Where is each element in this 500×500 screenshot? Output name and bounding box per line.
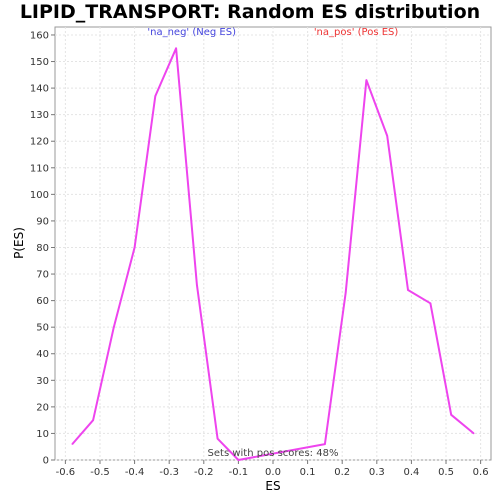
- y-tick-label: 120: [30, 137, 49, 148]
- data-point: [133, 246, 136, 249]
- y-axis-ticks: 0 10 20 30 40 50 60 70 80 90 100 110 120 130 140 150 160: [30, 30, 55, 467]
- x-tick-label: 0.0: [265, 467, 281, 478]
- annotations: 'na_neg' (Neg ES) 'na_pos' (Pos ES) Sets w…: [147, 27, 398, 459]
- y-tick-label: 40: [36, 349, 49, 360]
- x-tick-label: 0.3: [369, 467, 385, 478]
- x-tick-label: 0.6: [473, 467, 489, 478]
- data-point: [472, 432, 475, 435]
- data-point: [407, 289, 409, 291]
- x-tick-label: -0.5: [90, 467, 110, 478]
- y-axis-label: P(ES): [12, 227, 26, 259]
- data-point: [237, 459, 240, 461]
- data-point: [113, 326, 115, 328]
- annotation-label: 'na_neg' (Neg ES): [147, 27, 236, 38]
- x-axis-label: ES: [265, 479, 280, 493]
- data-point: [216, 437, 219, 440]
- y-tick-label: 0: [43, 456, 49, 467]
- x-tick-label: -0.3: [159, 467, 179, 478]
- series-layer: [71, 47, 475, 461]
- data-point: [196, 283, 198, 286]
- data-point: [71, 443, 74, 445]
- y-tick-label: 10: [36, 429, 49, 440]
- chart-title: LIPID_TRANSPORT: Random ES distribution: [19, 1, 481, 23]
- y-tick-label: 130: [30, 110, 49, 121]
- data-point: [175, 47, 177, 50]
- x-tick-label: -0.2: [194, 467, 214, 478]
- data-point: [429, 302, 432, 305]
- y-tick-label: 150: [30, 57, 49, 68]
- x-tick-label: 0.2: [334, 467, 350, 478]
- y-tick-label: 160: [30, 30, 49, 41]
- y-tick-label: 140: [30, 84, 49, 95]
- grid-lines: [55, 27, 491, 461]
- data-point: [92, 419, 94, 421]
- y-tick-label: 20: [36, 402, 49, 413]
- data-point: [450, 414, 453, 416]
- data-point: [154, 95, 157, 97]
- y-tick-label: 60: [36, 296, 49, 307]
- x-tick-label: 0.5: [438, 467, 454, 478]
- x-tick-label: -0.4: [125, 467, 145, 478]
- y-tick-label: 80: [36, 243, 49, 254]
- data-point: [365, 79, 368, 81]
- annotation-label: Sets with pos scores: 48%: [208, 448, 339, 459]
- y-tick-label: 90: [36, 216, 49, 227]
- data-point: [324, 443, 326, 445]
- y-tick-label: 30: [36, 376, 49, 387]
- x-tick-label: 0.1: [300, 467, 316, 478]
- y-tick-label: 110: [30, 163, 49, 174]
- annotation-label: 'na_pos' (Pos ES): [314, 27, 399, 38]
- data-point: [344, 291, 347, 294]
- x-tick-label: -0.1: [229, 467, 249, 478]
- y-tick-label: 50: [36, 323, 49, 334]
- x-tick-label: -0.6: [56, 467, 76, 478]
- y-tick-label: 100: [30, 190, 49, 201]
- x-axis-ticks: -0.6 -0.5 -0.4 -0.3 -0.2 -0.1 0.0 0.1 0.2 0.3 0.4 0…: [56, 460, 489, 478]
- x-tick-label: 0.4: [403, 467, 419, 478]
- y-tick-label: 70: [36, 270, 49, 281]
- data-point: [386, 135, 388, 137]
